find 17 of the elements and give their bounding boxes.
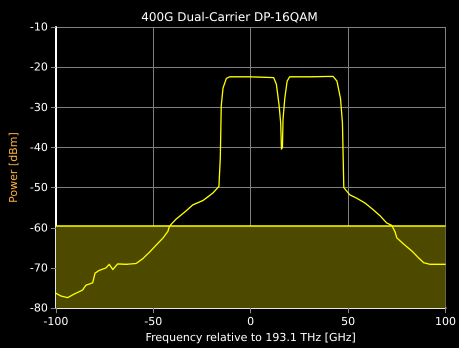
chart-title: 400G Dual-Carrier DP-16QAM <box>141 10 318 24</box>
x-tick-label: -50 <box>144 315 162 328</box>
x-axis-title: Frequency relative to 193.1 THz [GHz] <box>146 331 356 344</box>
y-tick-label: -80 <box>30 302 48 315</box>
y-tick-label: -50 <box>30 181 48 194</box>
x-tick-label: 0 <box>247 315 254 328</box>
y-tick-label: -20 <box>30 60 48 74</box>
y-tick-label: -10 <box>30 20 48 34</box>
x-tick-label: 50 <box>341 315 356 328</box>
line-series <box>55 76 446 298</box>
y-tick-label: -60 <box>30 221 48 234</box>
x-tick-label: -100 <box>43 315 68 328</box>
y-tick-label: -70 <box>30 261 48 274</box>
y-axis-title: Power [dBm] <box>7 132 20 203</box>
y-tick-label: -40 <box>30 140 48 154</box>
y-tick-label: -30 <box>30 100 48 114</box>
x-tick-label: 100 <box>435 315 456 328</box>
